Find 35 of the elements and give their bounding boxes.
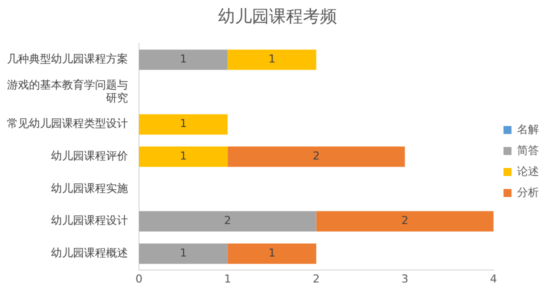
bar	[316, 211, 494, 232]
bar	[139, 146, 228, 167]
y-tick-label: 幼儿园课程实施	[51, 182, 128, 195]
data-label: 1	[180, 52, 187, 66]
y-tick-label: 幼儿园课程概述	[51, 246, 128, 260]
y-tick-label: 幼儿园课程设计	[51, 214, 128, 228]
x-tick-label: 2	[312, 272, 320, 286]
x-tick-label: 1	[224, 272, 232, 286]
bar	[139, 211, 316, 232]
legend-label: 论述	[517, 164, 539, 178]
legend-label: 分析	[517, 186, 539, 199]
chart-title: 幼儿园课程考频	[217, 6, 338, 29]
bar	[139, 243, 228, 264]
x-tick-label: 0	[136, 272, 142, 286]
bar	[139, 50, 228, 70]
legend-label: 名解	[517, 122, 539, 136]
data-label: 2	[401, 214, 408, 228]
y-tick-label: 幼儿园课程评价	[51, 150, 128, 163]
data-label: 1	[268, 52, 276, 66]
data-label: 1	[268, 246, 276, 260]
data-label: 1	[180, 150, 187, 163]
x-tick-label: 3	[401, 272, 408, 286]
bar	[228, 243, 316, 264]
bar	[228, 50, 316, 70]
bar	[228, 146, 405, 167]
x-tick-label: 4	[490, 272, 497, 286]
legend-label: 简答	[517, 144, 539, 157]
data-label: 2	[312, 150, 320, 163]
data-label: 2	[224, 214, 232, 228]
data-label: 1	[180, 246, 187, 260]
data-label: 1	[180, 117, 187, 130]
y-tick-label: 游戏的基本教育学问题与研究	[7, 78, 128, 105]
y-tick-label: 常见幼儿园课程类型设计	[7, 117, 128, 130]
y-tick-label: 几种典型幼儿园课程方案	[7, 52, 128, 66]
bar	[139, 114, 228, 135]
